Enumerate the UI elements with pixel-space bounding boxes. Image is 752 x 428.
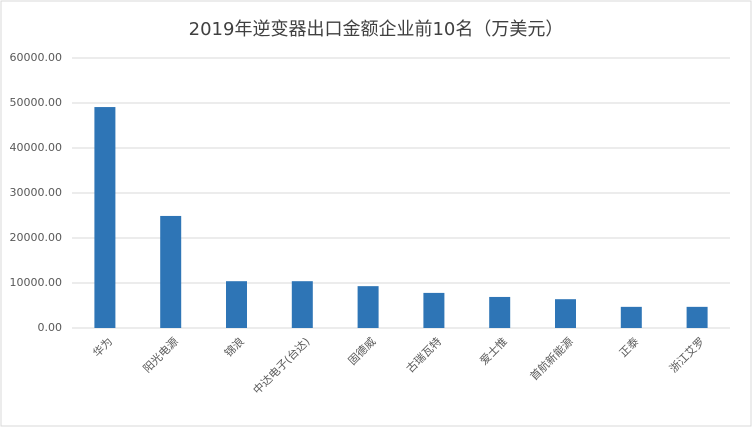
y-tick-label: 30000.00	[10, 186, 63, 199]
bar	[489, 296, 511, 328]
y-tick-label: 20000.00	[10, 231, 63, 244]
bar	[160, 215, 182, 328]
y-tick-label: 0.00	[38, 321, 63, 334]
y-tick-label: 50000.00	[10, 96, 63, 109]
bar	[357, 286, 379, 328]
bar	[94, 107, 116, 328]
bar	[686, 306, 708, 328]
bar	[423, 292, 445, 328]
chart-title: 2019年逆变器出口金额企业前10名（万美元）	[189, 19, 564, 40]
y-tick-label: 10000.00	[10, 276, 63, 289]
y-tick-label: 60000.00	[10, 51, 63, 64]
bar	[620, 306, 642, 328]
bar	[226, 281, 247, 328]
y-tick-label: 40000.00	[10, 141, 63, 154]
bar	[555, 299, 576, 328]
bar	[291, 281, 313, 328]
